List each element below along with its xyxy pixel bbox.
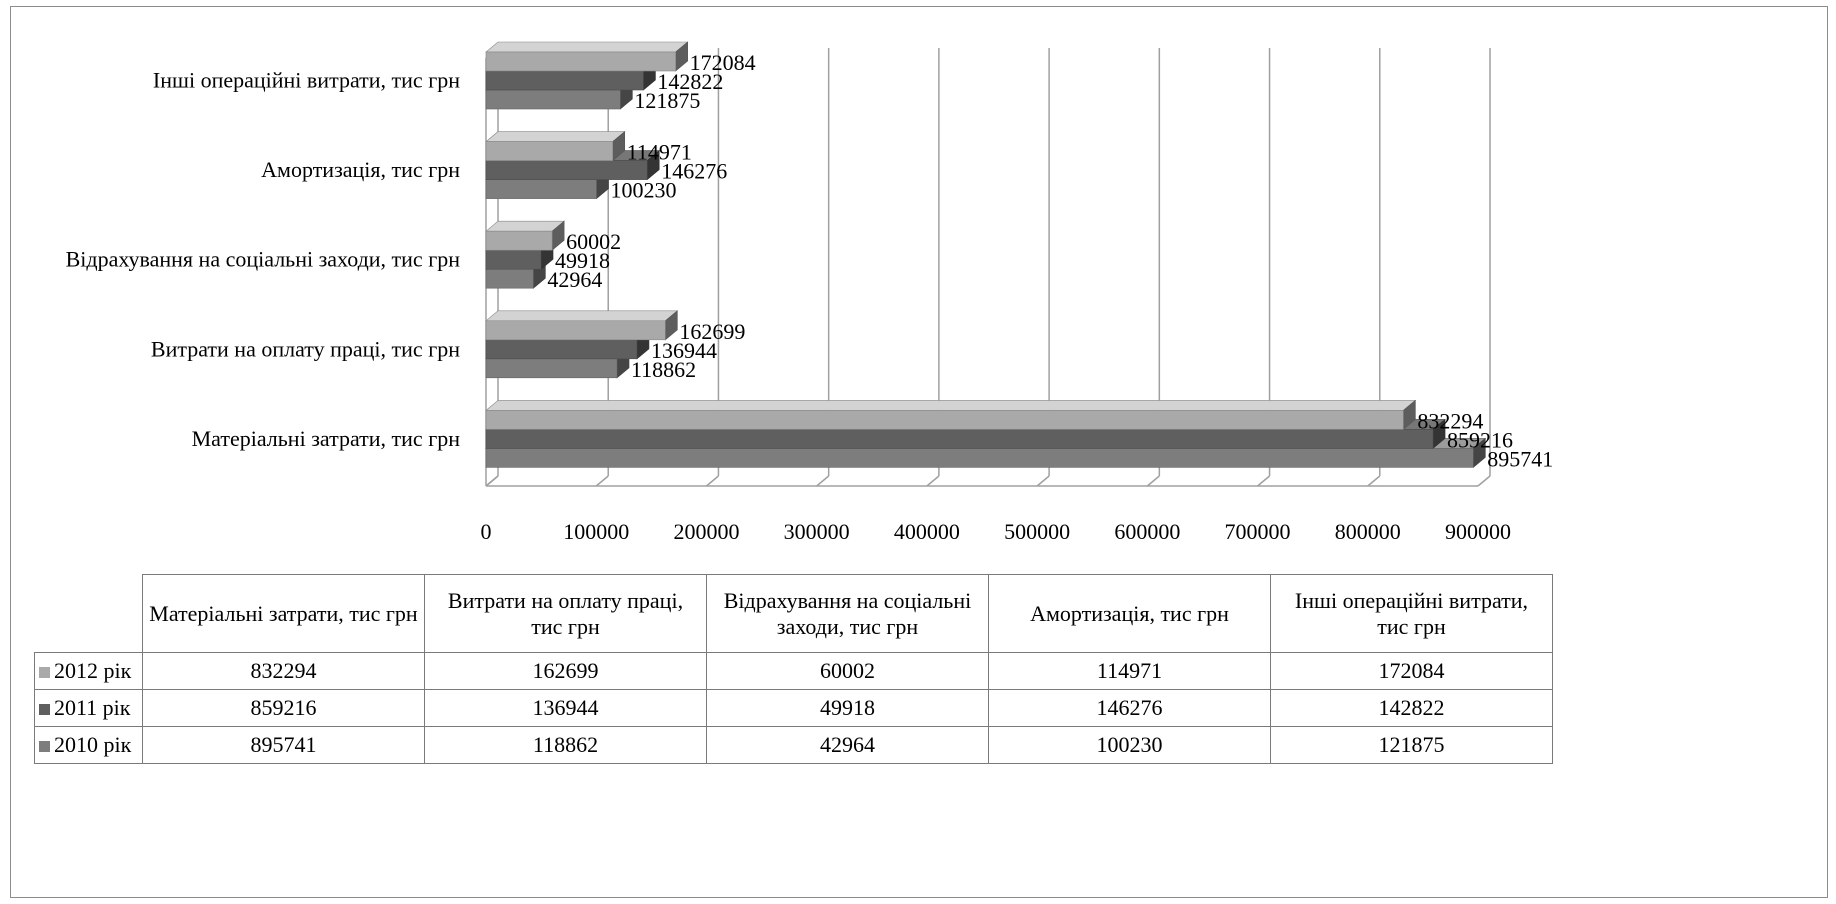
bar-top-face	[485, 310, 679, 322]
x-tick-label: 700000	[1225, 519, 1291, 544]
category-label: Інші операційні витрати, тис грн	[153, 68, 460, 93]
gridline-floor	[1146, 475, 1160, 487]
category-label: Матеріальні затрати, тис грн	[192, 426, 461, 451]
table-cell: 136944	[424, 689, 707, 727]
table-cell: 60002	[706, 652, 989, 690]
legend-cell: 2011 рік	[34, 689, 143, 727]
table-header-cell: Матеріальні затрати, тис грн	[142, 574, 425, 653]
bar-top-face	[485, 220, 565, 232]
table-header-cell: Інші операційні витрати, тис грн	[1270, 574, 1553, 653]
data-label: 114971	[627, 140, 692, 165]
x-tick-label: 0	[481, 519, 492, 544]
bar	[485, 429, 1434, 449]
table-header-cell: Витрати на оплату праці, тис грн	[424, 574, 707, 653]
table-cell: 162699	[424, 652, 707, 690]
table-cell: 832294	[142, 652, 425, 690]
data-label: 859216	[1447, 427, 1513, 452]
table-cell: 118862	[424, 726, 707, 764]
bar	[485, 448, 1474, 468]
table-cell: 146276	[988, 689, 1271, 727]
legend-cell: 2012 рік	[34, 652, 143, 690]
bar	[485, 410, 1404, 430]
gridline-floor	[705, 475, 719, 487]
series-name: 2011 рік	[54, 695, 131, 720]
data-label: 136944	[651, 338, 717, 363]
category-label: Амортизація, тис грн	[261, 157, 460, 182]
data-label: 832294	[1417, 408, 1483, 433]
x-tick-label: 600000	[1114, 519, 1180, 544]
table-row: 2012 рік 832294 162699 60002 114971 172084	[34, 652, 1553, 690]
bar-top-face	[485, 400, 1417, 411]
bar	[485, 230, 553, 251]
table-header-row: Матеріальні затрати, тис грн Витрати на …	[34, 574, 1553, 653]
gridline-floor	[1477, 475, 1491, 487]
x-tick-label: 300000	[784, 519, 850, 544]
gridline-floor	[816, 475, 830, 487]
bar	[485, 179, 597, 199]
gridline-floor	[485, 475, 499, 487]
table-cell: 100230	[988, 726, 1271, 764]
chart-frame	[10, 6, 1828, 898]
table-cell: 859216	[142, 689, 425, 727]
bar	[485, 339, 638, 360]
legend-cell: 2010 рік	[34, 726, 143, 764]
gridline-floor	[595, 475, 609, 487]
table-row: 2010 рік 895741 118862 42964 100230 121875	[34, 726, 1553, 764]
bar-top-face	[485, 131, 626, 142]
bar	[485, 358, 618, 379]
bar	[485, 141, 614, 161]
x-tick-label: 100000	[563, 519, 629, 544]
x-tick-label: 800000	[1335, 519, 1401, 544]
table-cell: 172084	[1270, 652, 1553, 690]
gridline-floor	[1036, 475, 1050, 487]
data-label: 162699	[679, 319, 745, 344]
x-tick-label: 900000	[1445, 519, 1511, 544]
bar	[485, 249, 542, 270]
series-name: 2010 рік	[54, 732, 132, 757]
bar	[485, 320, 666, 341]
x-tick-label: 200000	[673, 519, 739, 544]
bar	[485, 70, 644, 91]
bar	[485, 268, 534, 289]
category-label: Витрати на оплату праці, тис грн	[151, 336, 460, 361]
table-cell: 142822	[1270, 689, 1553, 727]
data-label: 895741	[1487, 446, 1553, 471]
bar	[485, 51, 676, 72]
x-tick-label: 400000	[894, 519, 960, 544]
table-cell: 49918	[706, 689, 989, 727]
table-cell: 121875	[1270, 726, 1553, 764]
series-name: 2012 рік	[54, 658, 132, 683]
table-header-cell: Амортизація, тис грн	[988, 574, 1271, 653]
data-label: 142822	[657, 69, 723, 94]
x-tick-label: 500000	[1004, 519, 1070, 544]
data-label: 118862	[631, 357, 696, 382]
gridline-floor	[926, 475, 940, 487]
data-label: 100230	[610, 178, 676, 203]
legend-swatch	[39, 741, 50, 753]
data-label: 49918	[555, 248, 610, 273]
data-table: Матеріальні затрати, тис грн Витрати на …	[34, 574, 1553, 764]
legend-swatch	[39, 667, 50, 679]
data-label: 42964	[547, 267, 602, 292]
data-label: 172084	[690, 50, 756, 75]
category-label: Відрахування на соціальні заходи, тис гр…	[66, 247, 461, 272]
data-label: 146276	[661, 159, 727, 184]
bar	[485, 89, 621, 110]
gridline-floor	[1367, 475, 1381, 487]
bar	[485, 160, 648, 180]
table-row: 2011 рік 859216 136944 49918 146276 142822	[34, 689, 1553, 727]
table-corner-cell	[34, 574, 143, 653]
table-header-cell: Відрахування на соціальні заходи, тис гр…	[706, 574, 989, 653]
bar-top-face	[485, 41, 689, 53]
table-cell: 895741	[142, 726, 425, 764]
data-label: 60002	[566, 229, 621, 254]
table-cell: 114971	[988, 652, 1271, 690]
table-cell: 42964	[706, 726, 989, 764]
gridline-floor	[1257, 475, 1271, 487]
data-label: 121875	[634, 88, 700, 113]
legend-swatch	[39, 704, 50, 716]
